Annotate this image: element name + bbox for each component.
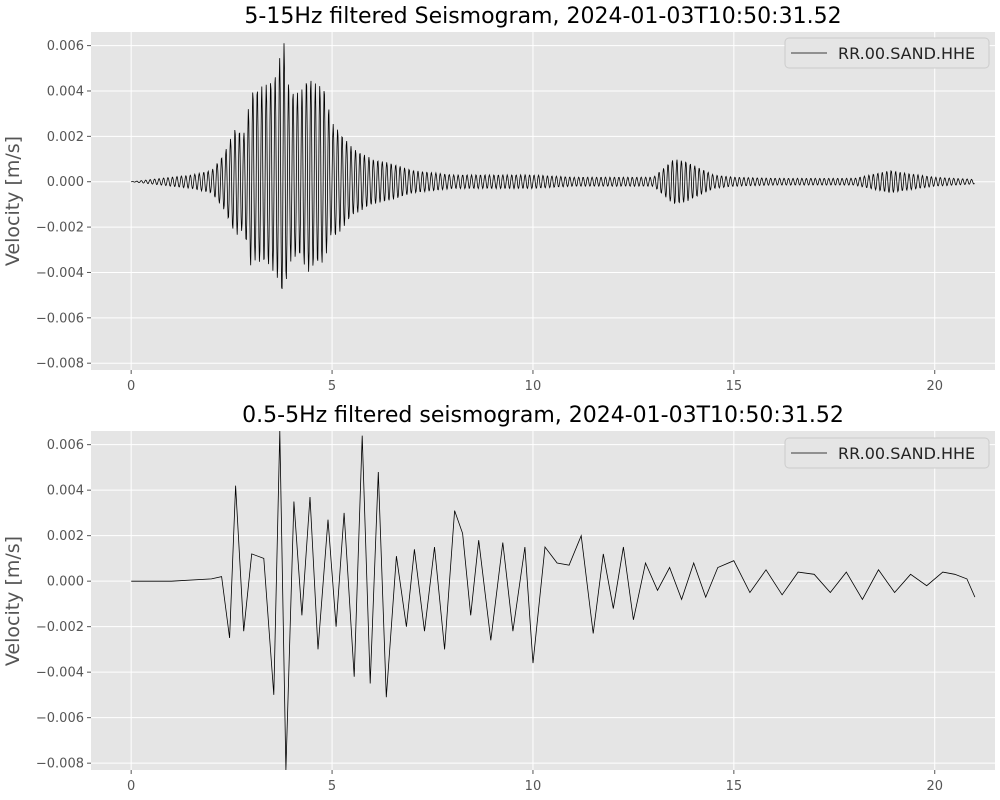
y-axis-label: Velocity [m/s] (2, 536, 24, 666)
y-ticks: −0.008 −0.006 −0.004 −0.002 0.000 0.002 0.004 0… (36, 39, 91, 372)
legend: RR.00.SAND.HHE (784, 437, 990, 469)
legend-box (784, 437, 990, 469)
x-tick-label: 20 (926, 379, 943, 394)
x-tick-label: 20 (926, 779, 943, 794)
x-tick-label: 10 (525, 379, 542, 394)
x-tick-label: 0 (127, 379, 135, 394)
legend: RR.00.SAND.HHE (784, 37, 990, 69)
chart-title: 0.5-5Hz filtered seismogram, 2024-01-03T… (242, 403, 844, 428)
y-tick-label: 0.000 (47, 175, 84, 190)
x-tick-label: 10 (525, 779, 542, 794)
y-tick-label: −0.008 (36, 757, 84, 772)
y-tick-label: 0.004 (47, 84, 84, 99)
legend-box (784, 37, 990, 69)
y-tick-label: −0.006 (36, 711, 84, 726)
grid (91, 32, 995, 370)
y-tick-label: −0.002 (36, 620, 84, 635)
legend-series-name: RR.00.SAND.HHE (838, 444, 975, 463)
x-tick-label: 15 (726, 779, 743, 794)
chart-panel-top: 5-15Hz filtered Seismogram, 2024-01-03T1… (2, 4, 995, 394)
y-tick-label: 0.002 (47, 130, 84, 145)
y-tick-label: −0.006 (36, 311, 84, 326)
x-tick-label: 0 (127, 779, 135, 794)
y-tick-label: −0.004 (36, 266, 84, 281)
y-tick-label: 0.002 (47, 529, 84, 544)
y-tick-label: 0.000 (47, 575, 84, 590)
y-axis-label: Velocity [m/s] (2, 136, 24, 266)
y-tick-label: 0.006 (47, 39, 84, 54)
y-tick-label: 0.004 (47, 484, 84, 499)
chart-panel-bottom: 0.5-5Hz filtered seismogram, 2024-01-03T… (2, 403, 995, 794)
y-ticks: −0.008 −0.006 −0.004 −0.002 0.000 0.002 0.004 0… (36, 438, 91, 772)
waveform-line (131, 43, 975, 290)
x-tick-label: 15 (726, 379, 743, 394)
y-tick-label: −0.004 (36, 666, 84, 681)
y-tick-label: −0.002 (36, 221, 84, 236)
y-tick-label: −0.008 (36, 357, 84, 372)
plot-area (91, 431, 995, 770)
chart-title: 5-15Hz filtered Seismogram, 2024-01-03T1… (244, 4, 841, 29)
legend-series-name: RR.00.SAND.HHE (838, 44, 975, 63)
x-ticks: 0 5 10 15 20 (127, 370, 943, 394)
x-tick-label: 5 (328, 379, 336, 394)
y-tick-label: 0.006 (47, 438, 84, 453)
plot-area (91, 32, 995, 370)
x-tick-label: 5 (328, 779, 336, 794)
waveform-line (131, 430, 976, 771)
x-ticks: 0 5 10 15 20 (127, 770, 943, 794)
